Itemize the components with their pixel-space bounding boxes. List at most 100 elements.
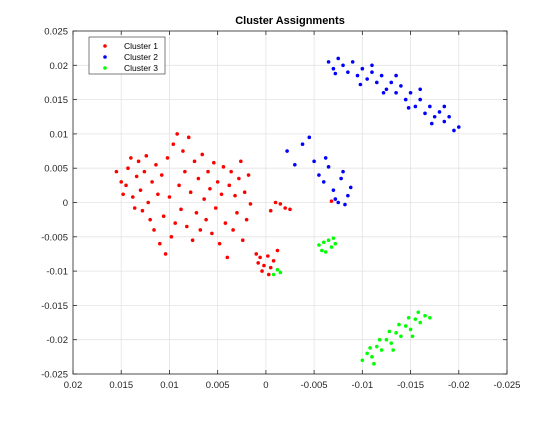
- cluster-2-point: [370, 70, 374, 74]
- cluster-2-point: [336, 200, 341, 205]
- cluster-2-point: [389, 80, 394, 85]
- cluster-2-point: [429, 121, 434, 126]
- cluster-1-point: [288, 207, 292, 212]
- cluster-3-point: [379, 348, 384, 352]
- cluster-1-point: [136, 159, 141, 164]
- cluster-2-point: [437, 110, 442, 114]
- legend-marker-cluster-1: [103, 44, 107, 48]
- x-tick-label: -0.02: [448, 380, 470, 391]
- y-tick-label: -0.005: [41, 232, 68, 243]
- cluster-1-point: [239, 159, 243, 164]
- cluster-1-point: [266, 254, 270, 258]
- cluster-1-point: [154, 162, 158, 167]
- cluster-3-point: [389, 341, 394, 345]
- cluster-2-point: [456, 125, 461, 129]
- cluster-1-point: [268, 265, 273, 270]
- cluster-3-point: [418, 320, 423, 325]
- cluster-3-point: [333, 241, 338, 246]
- cluster-1-point: [173, 221, 178, 225]
- x-tick-label: 0.015: [109, 380, 133, 391]
- cluster-1-point: [192, 159, 197, 164]
- chart-title: Cluster Assignments: [235, 15, 345, 27]
- cluster-2-point: [418, 97, 423, 102]
- cluster-1-point: [161, 214, 166, 219]
- cluster-1-point: [126, 166, 130, 170]
- cluster-1-point: [283, 206, 287, 210]
- cluster-1-point: [202, 197, 206, 201]
- cluster-3-point: [320, 248, 324, 253]
- x-tick-label: -0.01: [352, 380, 374, 391]
- cluster-1-point: [196, 176, 201, 181]
- legend-box: [88, 36, 166, 75]
- cluster-1-point: [198, 228, 203, 232]
- cluster-2-point: [394, 73, 398, 78]
- x-tick-label: -0.005: [301, 380, 328, 391]
- cluster-1-point: [169, 235, 174, 239]
- y-tick-label: 0.015: [44, 95, 68, 106]
- cluster-2-point: [343, 202, 347, 207]
- cluster-1-point: [183, 169, 187, 174]
- x-tick-label: 0.005: [206, 380, 230, 391]
- y-tick-label: 0.005: [44, 164, 68, 175]
- cluster-1-point: [227, 183, 232, 188]
- cluster-3-point: [377, 337, 382, 342]
- cluster-2-point: [403, 97, 408, 102]
- cluster-3-point: [428, 315, 432, 320]
- cluster-1-point: [212, 160, 216, 165]
- cluster-2-point: [408, 90, 413, 95]
- cluster-2-point: [399, 84, 403, 88]
- x-tick-label: 0.01: [160, 380, 179, 391]
- cluster-1-point: [208, 186, 212, 191]
- cluster-1-point: [229, 169, 233, 174]
- y-tick-label: 0.01: [50, 129, 69, 140]
- cluster-2-point: [348, 185, 353, 190]
- cluster-2-point: [442, 119, 447, 124]
- y-tick-label: 0.025: [44, 27, 68, 38]
- cluster-2-point: [394, 90, 398, 95]
- y-tick-label: 0: [63, 198, 68, 209]
- cluster-1-point: [213, 206, 218, 210]
- cluster-1-point: [266, 272, 271, 277]
- cluster-3-point: [384, 337, 389, 342]
- cluster-1-point: [150, 180, 154, 184]
- cluster-1-point: [190, 238, 195, 243]
- cluster-2-point: [413, 104, 418, 109]
- cluster-2-point: [384, 87, 389, 92]
- cluster-3-point: [399, 334, 403, 339]
- cluster-1-point: [248, 202, 253, 206]
- data-points: [114, 56, 461, 366]
- cluster-2-point: [432, 114, 437, 119]
- cluster-1-point: [246, 173, 251, 177]
- cluster-2-point: [452, 128, 456, 133]
- cluster-3-point: [365, 351, 369, 356]
- y-tick-label: -0.02: [46, 335, 68, 346]
- cluster-1-point: [124, 183, 128, 188]
- cluster-1-point: [219, 192, 224, 197]
- cluster-1-point: [217, 241, 222, 246]
- cluster-1-point: [129, 156, 133, 160]
- cluster-1-point: [188, 190, 193, 195]
- cluster-2-point: [341, 169, 345, 174]
- cluster-1-point: [254, 252, 259, 256]
- cluster-1-point: [152, 228, 156, 232]
- cluster-1-point: [159, 173, 164, 177]
- cluster-1-point: [271, 259, 276, 263]
- cluster-1-point: [171, 142, 176, 146]
- cluster-3-point: [394, 331, 398, 335]
- x-axis-ticks: 0.02 0.015 0.01 0.005 0 -0.005 -0.01 -0.015 -0.0…: [64, 31, 520, 391]
- cluster-2-point: [331, 188, 336, 192]
- cluster-1-point: [119, 180, 124, 184]
- cluster-2-point: [447, 114, 451, 119]
- cluster-3-point: [321, 240, 326, 245]
- cluster-1-point: [179, 207, 183, 212]
- cluster-2-point: [300, 142, 305, 146]
- cluster-1-point: [130, 195, 135, 199]
- legend-marker-cluster-2: [103, 55, 107, 59]
- y-tick-label: -0.025: [41, 370, 68, 381]
- y-tick-label: -0.015: [41, 301, 68, 312]
- cluster-2-point: [358, 82, 363, 87]
- cluster-3-point: [372, 361, 376, 366]
- cluster-1-point: [175, 132, 179, 136]
- cluster-3-point: [317, 243, 321, 247]
- cluster-2-point: [336, 56, 341, 61]
